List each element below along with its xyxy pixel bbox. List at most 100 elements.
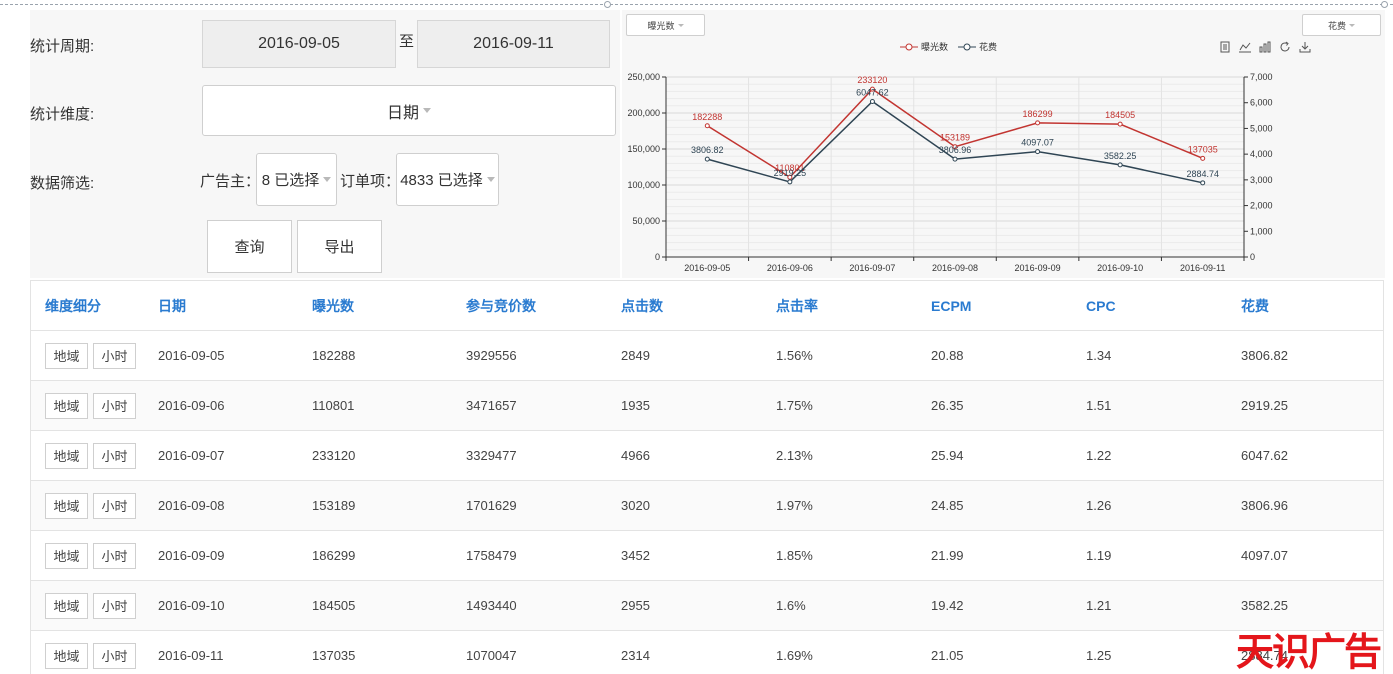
order-select[interactable]: 4833 已选择 [396,153,499,206]
hour-button[interactable]: 小时 [93,492,136,519]
table-cell: 1701629 [466,498,517,513]
table-cell: 3020 [621,498,650,513]
hour-button[interactable]: 小时 [93,392,136,419]
data-label: 233120 [857,75,887,85]
data-view-icon[interactable] [1219,41,1231,53]
hour-button[interactable]: 小时 [93,542,136,569]
data-label: 3806.96 [939,145,972,155]
data-label: 184505 [1105,110,1135,120]
x-tick-label: 2016-09-05 [684,263,730,273]
header-cell[interactable]: 点击数 [621,297,663,314]
header-cell[interactable]: CPC [1086,297,1116,314]
data-point [1200,180,1206,186]
legend-item-impressions[interactable]: 曝光数 [900,40,948,53]
table-cell: 1.51 [1086,398,1112,413]
data-point [1117,121,1123,127]
y-left-tick-label: 200,000 [627,108,660,118]
y-left-tick-label: 100,000 [627,180,660,190]
y-left-tick-label: 150,000 [627,144,660,154]
table-cell: 6047.62 [1241,448,1288,463]
region-button[interactable]: 地域 [45,342,88,369]
line-chart-icon[interactable] [1239,41,1251,53]
query-button[interactable]: 查询 [207,220,292,273]
table-cell: 1.56% [776,348,813,363]
start-date-input[interactable]: 2016-09-05 [202,20,396,68]
data-point [1035,149,1041,155]
resize-handle[interactable] [604,1,611,8]
table-cell: 3471657 [466,398,517,413]
region-button[interactable]: 地域 [45,592,88,619]
header-cell[interactable]: 花费 [1241,297,1269,314]
region-button[interactable]: 地域 [45,642,88,669]
order-label: 订单项： [340,173,401,190]
table-cell: 21.99 [931,548,964,563]
row-actions: 地域 小时 [31,642,158,669]
table-cell: 1.69% [776,648,813,663]
table-cell: 2016-09-09 [158,548,225,563]
line-chart: 0 50,000 100,000 150,000 200,000 250,000 0 1,00… [627,72,1273,273]
refresh-icon[interactable] [1279,41,1291,53]
data-label: 2919.25 [774,168,807,178]
data-label: 137035 [1188,144,1218,154]
table-row: 地域 小时 2016-09-07 233120 3329477 4966 2.13% 25.9… [31,431,1383,481]
chart-panel: 0 50,000 100,000 150,000 200,000 250,000 0 1,00… [622,10,1385,278]
data-label: 110801 [775,163,804,173]
table-cell: 3806.96 [1241,498,1288,513]
row-actions: 地域 小时 [31,392,158,419]
header-cell[interactable]: 曝光数 [312,297,354,314]
y-right-tick-label: 1,000 [1250,226,1273,236]
chart-legend: 曝光数 花费 [900,40,997,53]
data-point [952,156,958,162]
x-tick-label: 2016-09-11 [1180,263,1225,273]
table-cell: 19.42 [931,598,964,613]
table-header: 维度细分 日期 曝光数 参与竞价数 点击数 点击率 ECPM CPC 花费 [31,281,1383,331]
region-button[interactable]: 地域 [45,492,88,519]
header-cell[interactable]: ECPM [931,297,972,314]
header-cell[interactable]: 参与竞价数 [466,297,536,314]
legend-line-icon [958,43,977,50]
hour-button[interactable]: 小时 [93,642,136,669]
region-button[interactable]: 地域 [45,442,88,469]
right-metric-select[interactable]: 花费 [1302,14,1381,36]
x-tick-label: 2016-09-10 [1097,263,1143,273]
header-cell[interactable]: 日期 [158,297,186,314]
row-actions: 地域 小时 [31,542,158,569]
x-tick-label: 2016-09-06 [767,263,813,273]
hour-button[interactable]: 小时 [93,442,136,469]
table-cell: 1.85% [776,548,813,563]
legend-item-cost[interactable]: 花费 [958,40,997,53]
bar-chart-icon[interactable] [1259,41,1271,53]
hour-button[interactable]: 小时 [93,342,136,369]
row-actions: 地域 小时 [31,492,158,519]
region-button[interactable]: 地域 [45,392,88,419]
x-tick-label: 2016-09-08 [932,263,978,273]
table-cell: 26.35 [931,398,964,413]
legend-line-icon [900,43,918,50]
dimension-select[interactable]: 日期 [202,85,616,136]
data-label: 6047.62 [856,87,889,97]
data-table: 维度细分 日期 曝光数 参与竞价数 点击数 点击率 ECPM CPC 花费 地域… [30,280,1384,674]
period-label: 统计周期: [30,38,95,55]
data-point [1200,155,1206,161]
y-right-tick-label: 6,000 [1250,98,1273,108]
y-right-tick-label: 5,000 [1250,123,1273,133]
selection-border [0,4,1393,5]
export-button[interactable]: 导出 [297,220,382,273]
download-icon[interactable] [1299,41,1311,53]
resize-handle[interactable] [1381,1,1388,8]
table-cell: 3452 [621,548,650,563]
table-row: 地域 小时 2016-09-11 137035 1070047 2314 1.69% 21.0… [31,631,1383,674]
end-date-input[interactable]: 2016-09-11 [417,20,610,68]
right-metric-value: 花费 [1327,20,1346,31]
advertiser-select[interactable]: 8 已选择 [256,153,337,206]
chevron-down-icon [1349,23,1355,27]
hour-button[interactable]: 小时 [93,592,136,619]
left-metric-select[interactable]: 曝光数 [626,14,705,36]
header-cell[interactable]: 维度细分 [45,297,101,314]
row-actions: 地域 小时 [31,442,158,469]
region-button[interactable]: 地域 [45,542,88,569]
table-cell: 182288 [312,348,356,363]
y-right-tick-label: 3,000 [1250,175,1273,185]
table-cell: 1070047 [466,648,517,663]
header-cell[interactable]: 点击率 [776,297,818,314]
